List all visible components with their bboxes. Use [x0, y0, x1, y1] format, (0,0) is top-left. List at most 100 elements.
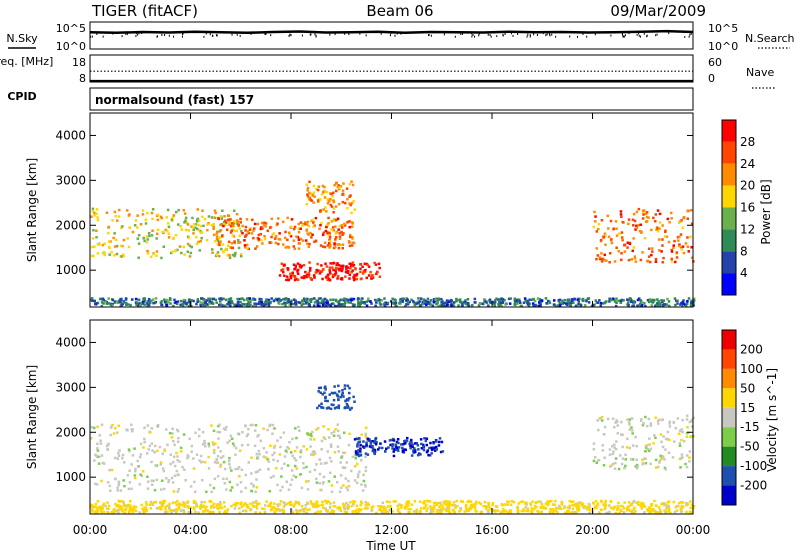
- velocity-cell: [217, 503, 220, 506]
- velocity-cell: [625, 446, 629, 449]
- velocity-cell: [353, 479, 357, 482]
- nsky-noise-tick: [380, 32, 382, 35]
- power-cell: [367, 265, 371, 268]
- nsky-noise-tick: [205, 32, 207, 35]
- velocity-cell: [414, 450, 417, 454]
- velocity-cell: [381, 501, 385, 505]
- velocity-cell: [648, 443, 651, 446]
- power-cell: [167, 236, 171, 239]
- power-cell: [292, 263, 296, 266]
- velocity-cell: [359, 454, 363, 457]
- power-cell: [191, 226, 195, 229]
- nsky-noise-tick: [623, 35, 625, 38]
- velocity-cell: [168, 508, 172, 512]
- velocity-cell: [602, 503, 605, 506]
- power-cell: [218, 254, 221, 258]
- velocity-cell: [361, 489, 365, 492]
- x-tick-label: 08:00: [274, 523, 309, 537]
- power-cell: [297, 247, 301, 250]
- velocity-cell: [148, 503, 151, 506]
- velocity-cell: [523, 502, 527, 505]
- velocity-cell: [94, 453, 97, 457]
- power-cell: [577, 300, 580, 303]
- nsky-noise-tick: [517, 33, 519, 36]
- velocity-cell: [106, 443, 110, 446]
- power-cell: [335, 263, 338, 266]
- power-cell: [240, 305, 243, 308]
- velocity-cell: [622, 511, 626, 514]
- velocity-cell: [432, 441, 435, 444]
- velocity-cell: [608, 510, 611, 514]
- power-cell: [176, 300, 180, 303]
- velocity-cell: [377, 448, 380, 451]
- velocity-cell: [648, 449, 651, 453]
- power-cell: [309, 192, 312, 195]
- velocity-cell: [116, 431, 119, 434]
- power-cell: [587, 301, 591, 304]
- nsky-label: N.Sky: [6, 32, 38, 45]
- power-cell: [229, 304, 232, 308]
- velocity-cell: [117, 424, 120, 428]
- velocity-cell: [566, 506, 569, 509]
- velocity-cell: [404, 439, 407, 443]
- velocity-cell: [286, 446, 289, 449]
- power-cell: [353, 303, 357, 307]
- velocity-cell: [573, 511, 576, 514]
- velocity-cell: [668, 507, 671, 510]
- velocity-cell: [677, 504, 680, 508]
- power-cell: [277, 217, 280, 220]
- velocity-cell: [397, 446, 401, 449]
- velocity-cell: [660, 457, 663, 461]
- nsky-noise-tick: [290, 34, 292, 37]
- nsky-noise-tick: [182, 32, 184, 35]
- velocity-cell: [440, 511, 443, 514]
- power-cell: [349, 194, 352, 197]
- power-cell: [219, 297, 223, 300]
- power-cell: [264, 225, 267, 228]
- power-cell: [321, 268, 325, 271]
- power-cell: [634, 260, 638, 263]
- nsky-noise-tick: [474, 35, 476, 38]
- power-cell: [691, 256, 694, 259]
- velocity-cell: [354, 451, 358, 455]
- power-cell: [383, 304, 387, 307]
- nsky-noise-tick: [265, 32, 267, 35]
- velocity-cell: [568, 506, 571, 510]
- velocity-cell: [167, 504, 171, 507]
- velocity-cell: [380, 509, 383, 513]
- nsky-noise-tick: [236, 33, 238, 36]
- power-cell: [466, 298, 470, 301]
- velocity-cell: [199, 503, 203, 507]
- velocity-cell: [612, 506, 615, 509]
- velocity-colorbar-swatch: [722, 349, 736, 369]
- nsky-noise-tick: [569, 35, 571, 38]
- velocity-cell: [608, 448, 612, 451]
- velocity-cell: [141, 507, 144, 511]
- power-cell: [343, 222, 346, 226]
- power-cell: [406, 298, 409, 301]
- velocity-cell: [656, 419, 660, 423]
- power-cell: [314, 271, 318, 274]
- velocity-cell: [323, 462, 327, 465]
- power-cell: [309, 266, 312, 270]
- velocity-cell: [123, 461, 126, 464]
- velocity-cell: [341, 466, 345, 469]
- power-cell: [196, 217, 200, 221]
- power-cell: [351, 303, 355, 306]
- velocity-cell: [348, 391, 351, 395]
- power-cell: [685, 301, 689, 304]
- power-cell: [143, 303, 146, 306]
- velocity-cell: [204, 508, 207, 511]
- velocity-cell: [654, 511, 658, 514]
- power-cell: [122, 238, 126, 242]
- velocity-cell: [674, 506, 677, 509]
- velocity-cell: [226, 441, 229, 444]
- power-cell: [515, 300, 518, 303]
- velocity-cell: [162, 501, 165, 504]
- power-cell: [287, 278, 290, 281]
- power-cell: [635, 210, 639, 214]
- nsky-noise-tick: [551, 33, 553, 36]
- power-cell: [380, 299, 384, 302]
- velocity-cell: [368, 445, 372, 448]
- power-cell: [207, 297, 210, 300]
